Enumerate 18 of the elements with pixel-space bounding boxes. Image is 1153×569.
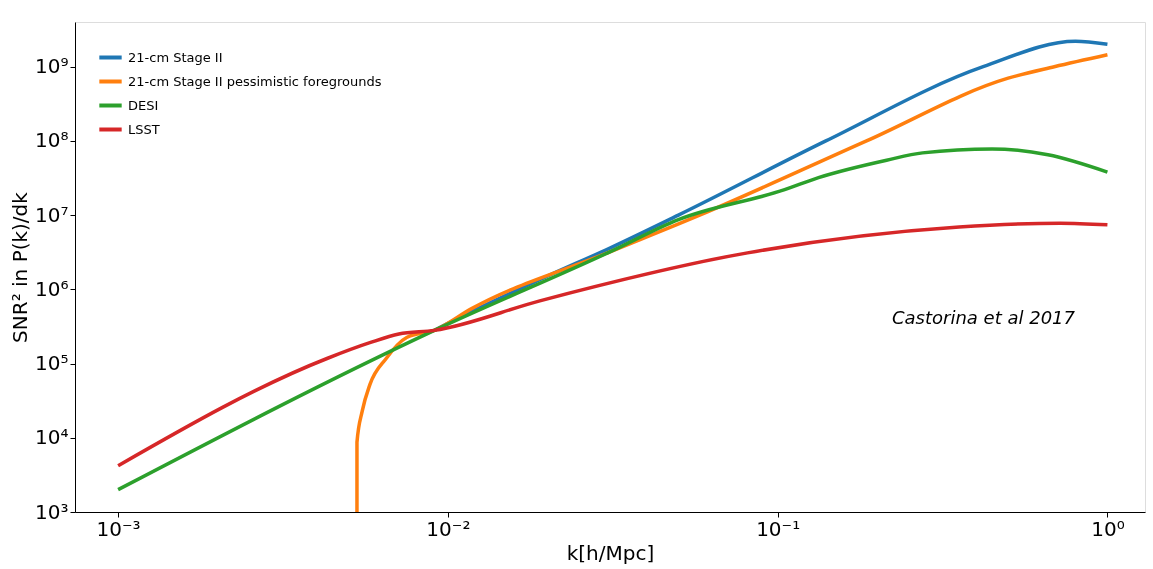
x-axis-title: k[h/Mpc]	[566, 540, 655, 565]
y-tick-label: 10⁷	[35, 202, 69, 227]
legend-label: 21-cm Stage II	[128, 49, 223, 65]
x-tick-label: 10⁰	[1091, 516, 1125, 541]
y-tick-label: 10⁵	[35, 351, 69, 376]
y-axis-title: SNR² in P(k)/dk	[8, 191, 33, 343]
legend-label: DESI	[128, 97, 159, 113]
y-tick-label: 10⁶	[35, 276, 69, 301]
x-tick-label: 10⁻³	[96, 516, 141, 541]
y-tick-label: 10³	[35, 499, 69, 524]
x-tick-label: 10⁻¹	[756, 516, 801, 541]
legend-label: LSST	[128, 121, 160, 137]
y-tick-label: 10⁹	[35, 54, 69, 79]
legend-label: 21-cm Stage II pessimistic foregrounds	[128, 73, 382, 89]
x-tick-label: 10⁻²	[426, 516, 471, 541]
y-tick-label: 10⁴	[35, 425, 69, 450]
y-tick-label: 10⁸	[35, 128, 69, 153]
annotation: Castorina et al 2017	[891, 307, 1076, 328]
